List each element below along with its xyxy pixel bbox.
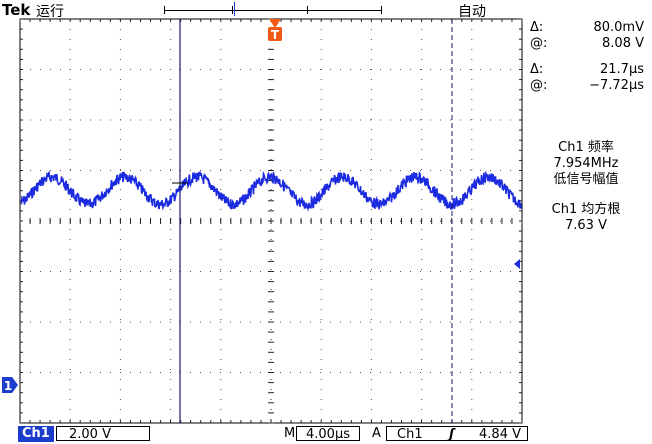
time-delta-value: 21.7µs (600, 62, 644, 77)
delta-symbol: Δ: (530, 62, 544, 77)
trigger-settings: Ch1 ʃ 4.84 V (386, 426, 528, 442)
at-symbol: @: (530, 78, 548, 93)
rms-measurement: Ch1 均方根 7.63 V (530, 202, 642, 234)
voltage-at-value: 8.08 V (602, 36, 644, 51)
record-position-marker (234, 2, 235, 16)
time-at-value: −7.72µs (589, 78, 644, 93)
horizontal-label: M (284, 426, 296, 441)
trigger-marker-label: T (271, 28, 280, 42)
measurement-title: Ch1 频率 (558, 140, 614, 155)
trigger-mode: 自动 (458, 4, 486, 20)
frequency-measurement: Ch1 频率 7.954MHz 低信号幅值 (530, 140, 642, 188)
acquisition-label: A (372, 426, 381, 441)
delta-symbol: Δ: (530, 20, 544, 35)
bottom-status-bar: Ch1 2.00 V M 4.00µs A Ch1 ʃ 4.84 V (0, 425, 652, 444)
measurement-value: 7.63 V (565, 218, 607, 233)
rising-edge-icon: ʃ (449, 427, 455, 442)
brand-logo: Tek (2, 1, 31, 19)
volts-per-div: 2.00 V (56, 426, 150, 442)
time-per-div: 4.00µs (296, 426, 360, 442)
measurement-value: 7.954MHz (553, 156, 619, 171)
trigger-source: Ch1 (397, 427, 423, 442)
voltage-delta-value: 80.0mV (593, 20, 644, 35)
top-status-bar: Tek 运行 自动 (0, 0, 652, 20)
trigger-level: 4.84 V (479, 427, 521, 442)
measurement-panel: Δ: 80.0mV @: 8.08 V Δ: 21.7µs @: −7.72µs Ch1… (530, 20, 652, 234)
trigger-level-marker[interactable] (514, 259, 520, 269)
time-cursor-readout: Δ: 21.7µs @: −7.72µs (530, 62, 652, 94)
run-status: 运行 (36, 4, 64, 20)
record-view-window (232, 6, 308, 14)
voltage-cursor-readout: Δ: 80.0mV @: 8.08 V (530, 20, 652, 52)
channel1-badge[interactable]: Ch1 (18, 426, 54, 442)
record-length-indicator (164, 2, 382, 16)
channel-marker-label: 1 (4, 379, 12, 393)
channel1-ground-marker[interactable]: 1 (2, 377, 18, 393)
channel1-waveform (20, 170, 522, 212)
at-symbol: @: (530, 36, 548, 51)
measurement-title: Ch1 均方根 (551, 202, 621, 217)
graticule-grid (19, 18, 523, 424)
measurement-warning: 低信号幅值 (553, 172, 619, 187)
trigger-position-marker[interactable]: T (268, 19, 282, 42)
